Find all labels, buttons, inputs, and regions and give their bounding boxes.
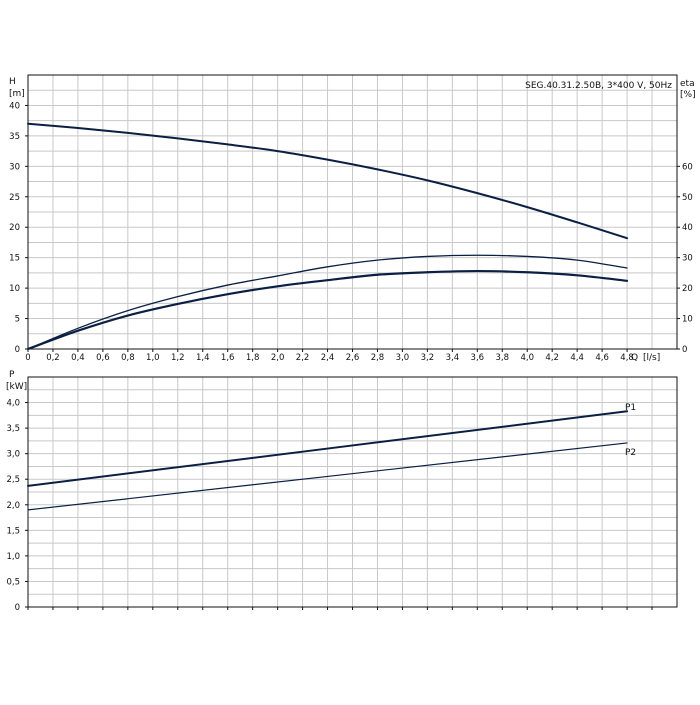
x-tick-label: 0,8: [121, 353, 135, 363]
y-tick-label: 1,5: [6, 526, 20, 536]
x-tick-label: 0,6: [96, 353, 110, 363]
x-tick-label: 0,4: [71, 353, 85, 363]
y2-tick-label: 0: [682, 345, 687, 355]
y2-tick-label: 30: [682, 254, 693, 264]
y2-axis-symbol: eta: [680, 79, 695, 89]
x-tick-label: 4,8: [620, 353, 634, 363]
y-tick-label: 3,0: [6, 450, 20, 460]
x-tick-label: 1,8: [246, 353, 260, 363]
power-chart-grid: [28, 377, 677, 607]
x-tick-label: 2,4: [321, 353, 335, 363]
chart-title: SEG.40.31.2.50B, 3*400 V, 50Hz: [525, 81, 672, 91]
y-axis-symbol: H: [9, 77, 16, 87]
x-tick-label: 1,6: [221, 353, 235, 363]
y2-tick-label: 50: [682, 193, 693, 203]
y2-axis-unit: [%]: [680, 90, 696, 100]
y-tick-label: 0: [15, 345, 20, 355]
y-axis-unit: [m]: [9, 89, 25, 99]
head-curve: [27, 122, 629, 240]
y-tick-label: 0,5: [6, 577, 20, 587]
efficiency-curve-upper: [27, 254, 628, 350]
x-tick-label: 1,2: [171, 353, 185, 363]
power-chart-curves: [27, 410, 629, 511]
y-tick-label: 5: [15, 315, 20, 325]
power-curve-p1: [27, 410, 629, 487]
series-label-p2: P2: [625, 448, 636, 458]
x-tick-label: 3,8: [496, 353, 510, 363]
x-tick-label: 0,2: [46, 353, 60, 363]
x-axis-symbol: Q: [631, 353, 638, 363]
series-label-p1: P1: [625, 403, 636, 413]
x-tick-label: 2,6: [346, 353, 360, 363]
y-tick-label: 40: [9, 101, 20, 111]
y-tick-label: 15: [9, 254, 20, 264]
x-tick-label: 4,0: [520, 353, 534, 363]
power-axis-unit: [kW]: [6, 382, 27, 392]
x-tick-label: 1,0: [146, 353, 160, 363]
y2-tick-label: 60: [682, 162, 693, 172]
x-tick-label: 2,2: [296, 353, 310, 363]
y-tick-label: 0: [15, 603, 20, 613]
power-chart-ticks: 0 0,5 1,0 1,5 2,0 2,5 3,0 3,5 4,0: [6, 399, 653, 613]
y-tick-label: 25: [9, 193, 20, 203]
y2-tick-label: 40: [682, 223, 693, 233]
x-tick-label: 4,6: [595, 353, 609, 363]
y2-tick-label: 20: [682, 284, 693, 294]
y-tick-label: 35: [9, 132, 20, 142]
x-tick-label: 3,4: [446, 353, 460, 363]
x-tick-label: 3,6: [471, 353, 485, 363]
x-tick-label: 4,4: [570, 353, 584, 363]
head-chart-curves: [26, 122, 629, 351]
y-tick-label: 2,5: [6, 475, 20, 485]
power-axis-symbol: P: [9, 370, 15, 380]
head-chart-grid: [28, 75, 677, 349]
y-tick-label: 4,0: [6, 399, 20, 409]
x-axis-unit: [l/s]: [643, 353, 660, 363]
y-tick-label: 10: [9, 284, 20, 294]
y-tick-label: 30: [9, 162, 20, 172]
y-tick-label: 2,0: [6, 501, 20, 511]
x-tick-label: 2,8: [371, 353, 385, 363]
chart-labels: H [m] eta [%] SEG.40.31.2.50B, 3*400 V, …: [6, 77, 696, 458]
efficiency-curve-lower: [26, 269, 629, 351]
y-tick-label: 20: [9, 223, 20, 233]
x-tick-label: 2,0: [271, 353, 285, 363]
x-tick-label: 0: [25, 353, 30, 363]
y-tick-label: 3,5: [6, 424, 20, 434]
x-tick-label: 1,4: [196, 353, 210, 363]
x-tick-label: 3,0: [396, 353, 410, 363]
x-tick-label: 4,2: [545, 353, 559, 363]
power-curve-p2: [27, 442, 628, 511]
y2-tick-label: 10: [682, 315, 693, 325]
y-tick-label: 1,0: [6, 552, 20, 562]
x-tick-label: 3,2: [421, 353, 435, 363]
head-chart-ticks: 0 0,2 0,4 0,6 0,8 1,0 1,2 1,4 1,6 1,8 2,0 2,2 2,4 2,6…: [9, 101, 693, 363]
